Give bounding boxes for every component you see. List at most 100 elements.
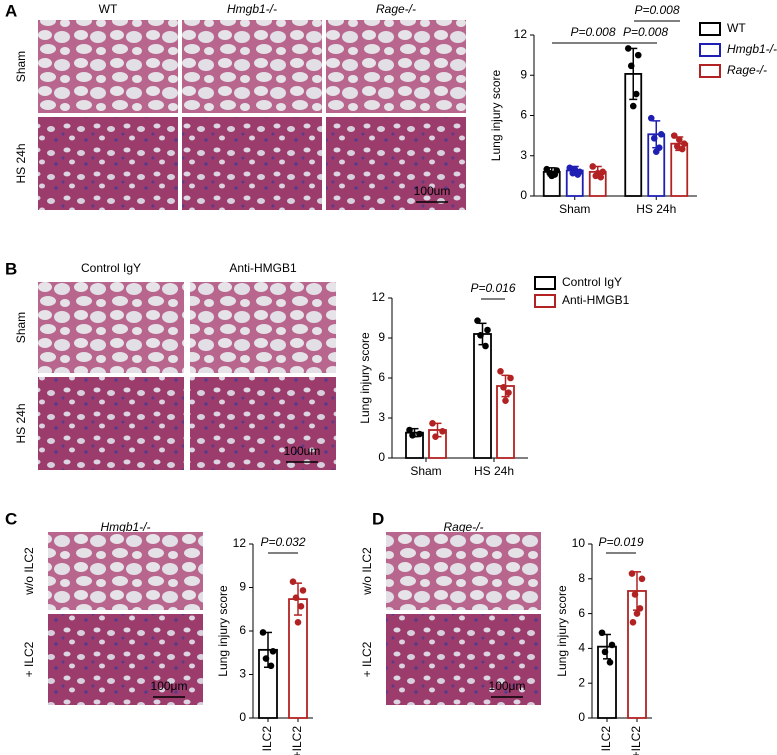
row-label: w/o ILC2 — [22, 547, 36, 596]
y-tick-label: 3 — [520, 148, 527, 162]
p-value: P=0.008 — [570, 25, 615, 39]
legend-label: Rage-/- — [727, 63, 767, 77]
data-point — [548, 172, 556, 180]
histology-image — [38, 282, 184, 373]
data-point — [502, 397, 509, 404]
x-tick-label: w/o ILC2 — [599, 726, 613, 755]
histology-image — [48, 532, 203, 610]
histology-image — [326, 20, 466, 113]
y-axis-label: Lung injury score — [216, 585, 230, 677]
y-axis-label: Lung injury score — [555, 585, 569, 677]
legend-label: Hmgb1-/- — [727, 42, 777, 56]
data-point — [505, 389, 512, 396]
column-label: Anti-HMGB1 — [229, 261, 297, 275]
x-tick-label: Sham — [410, 464, 441, 478]
data-point — [571, 165, 579, 173]
data-point — [589, 163, 597, 170]
column-label: Rage-/- — [443, 520, 483, 534]
legend-label: WT — [727, 21, 746, 35]
legend-swatch — [699, 43, 721, 57]
data-point — [292, 594, 300, 601]
data-point — [628, 570, 636, 577]
data-point — [673, 143, 681, 150]
y-tick-label: 8 — [578, 571, 585, 585]
histology-image — [386, 532, 541, 610]
x-tick-label: +ILC2 — [629, 726, 643, 755]
histology-image — [326, 117, 466, 210]
y-tick-label: 2 — [578, 675, 585, 689]
data-point — [297, 603, 305, 610]
data-point — [631, 591, 639, 598]
data-point — [633, 610, 641, 617]
legend-swatch — [534, 276, 556, 290]
column-label: Hmgb1-/- — [227, 2, 277, 16]
histology-image — [38, 117, 178, 210]
y-tick-label: 0 — [520, 188, 527, 202]
row-label: HS 24h — [14, 403, 28, 443]
y-tick-label: 6 — [520, 108, 527, 122]
data-point — [500, 384, 507, 391]
histology-image — [38, 377, 184, 470]
x-tick-label: +ILC2 — [290, 726, 304, 755]
histology-image — [48, 614, 203, 705]
data-point — [507, 374, 514, 382]
scale-bar-label: 100um — [284, 444, 321, 458]
data-point — [416, 430, 423, 438]
p-value: P=0.019 — [598, 535, 643, 549]
data-point — [624, 45, 632, 52]
y-tick-label: 10 — [572, 536, 586, 550]
histology-image — [190, 282, 336, 373]
data-point — [636, 605, 644, 612]
p-value: P=0.032 — [260, 535, 305, 549]
y-tick-label: 9 — [378, 330, 385, 344]
histology-image — [182, 20, 322, 113]
data-point — [675, 136, 683, 143]
panel-letter: B — [5, 259, 17, 278]
histology-image — [386, 614, 541, 705]
column-label: Rage-/- — [376, 2, 416, 16]
data-point — [262, 655, 270, 662]
legend-swatch — [699, 22, 721, 36]
data-point — [627, 62, 635, 70]
scale-bar-label: 100μm — [489, 679, 526, 693]
data-point — [652, 148, 660, 156]
data-point — [289, 578, 297, 585]
data-point — [634, 51, 642, 59]
histology-image — [182, 117, 322, 210]
data-point — [406, 426, 413, 434]
y-tick-label: 4 — [578, 641, 585, 655]
p-value: P=0.008 — [623, 25, 668, 39]
data-point — [574, 171, 582, 178]
data-point — [566, 164, 574, 172]
data-point — [299, 587, 307, 594]
x-tick-label: Sham — [559, 202, 590, 216]
y-tick-label: 3 — [378, 410, 385, 424]
p-value: P=0.016 — [470, 281, 515, 295]
data-point — [429, 420, 436, 427]
y-tick-label: 12 — [233, 536, 247, 550]
data-point — [629, 619, 637, 626]
data-point — [482, 342, 489, 350]
y-axis-label: Lung injury score — [358, 332, 372, 424]
column-label: Control IgY — [81, 261, 141, 275]
data-point — [678, 145, 686, 153]
data-point — [632, 90, 640, 98]
x-tick-label: HS 24h — [474, 464, 514, 478]
bar — [670, 142, 689, 197]
y-tick-label: 6 — [378, 370, 385, 384]
data-point — [477, 332, 484, 339]
row-label: Sham — [14, 51, 28, 82]
data-point — [650, 135, 658, 142]
histology-image — [38, 20, 178, 113]
panel-letter: C — [5, 509, 17, 528]
data-point — [638, 575, 646, 583]
data-point — [294, 619, 302, 626]
data-point — [670, 132, 678, 139]
row-label: + ILC2 — [360, 641, 374, 677]
data-point — [598, 629, 606, 637]
data-point — [601, 648, 609, 656]
y-tick-label: 3 — [239, 667, 246, 681]
data-point — [594, 169, 602, 177]
data-point — [680, 140, 688, 147]
legend-swatch — [699, 64, 721, 78]
